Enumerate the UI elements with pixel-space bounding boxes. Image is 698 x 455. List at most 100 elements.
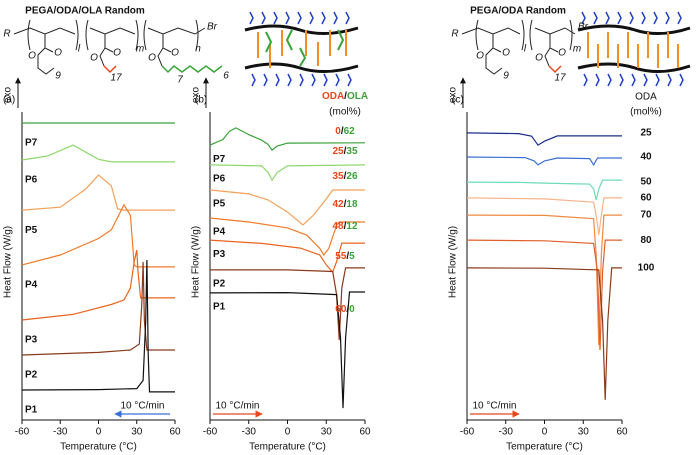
x-tick-label: 60	[169, 427, 181, 438]
exo-label: exo	[3, 87, 14, 104]
x-tick-label: 0	[542, 427, 548, 438]
scheme-structures	[13, 19, 576, 75]
x-tick-label: -30	[53, 427, 68, 438]
scheme-label: O	[535, 53, 543, 64]
scheme-label: O	[476, 51, 484, 62]
panel-label: (b)	[195, 95, 207, 106]
curve	[466, 239, 622, 351]
scheme-label: 9	[503, 71, 509, 82]
series-label: P3	[25, 335, 38, 346]
scheme-label: m	[136, 44, 144, 55]
panel-label: (a)	[3, 95, 15, 106]
sep: /	[344, 199, 347, 210]
exo-label: exo	[448, 87, 459, 104]
scheme-label: O	[171, 48, 179, 59]
curve	[210, 267, 365, 341]
x-tick-label: -60	[203, 427, 218, 438]
exo-label: exo	[191, 87, 202, 104]
scheme-label: 17	[554, 73, 566, 84]
curve	[209, 164, 366, 182]
curve	[21, 249, 175, 321]
composition-row: 35/26	[332, 171, 357, 182]
curve	[209, 217, 365, 257]
rate-label: 10 °C/min	[472, 401, 516, 412]
curve	[21, 144, 175, 163]
scheme-label: Br	[578, 22, 589, 33]
scheme-label: O	[558, 48, 566, 59]
curve	[209, 127, 366, 151]
scheme-title: PEGA/ODA/OLA Random	[25, 6, 145, 17]
rate-label: 10 °C/min	[120, 401, 164, 412]
composition-unit: (mol%)	[329, 107, 361, 118]
x-axis-label: Temperature (°C)	[249, 442, 326, 453]
curve	[209, 239, 365, 274]
ola-value: 18	[346, 199, 358, 210]
x-tick-label: 60	[616, 427, 628, 438]
x-tick-label: 0	[285, 427, 291, 438]
series-label: P4	[213, 227, 226, 238]
series-label: P5	[213, 199, 226, 210]
oda-value: 60	[335, 304, 347, 315]
series-label: P3	[213, 249, 226, 260]
scheme-label: O	[148, 53, 156, 64]
cartoon-right	[577, 11, 691, 87]
scheme-label: R	[3, 29, 10, 40]
sep: /	[344, 171, 347, 182]
ola-value: 62	[344, 126, 356, 137]
composition-row: 48/12	[332, 221, 357, 232]
ola-value: 12	[346, 221, 358, 232]
curve	[466, 179, 622, 201]
y-axis-label: Heat Flow (W/g)	[3, 226, 14, 298]
y-axis-label: Heat Flow (W/g)	[448, 226, 459, 298]
curve	[209, 291, 365, 409]
scheme-label: O	[28, 51, 36, 62]
composition-row: 42/18	[332, 199, 357, 210]
composition-row: 55/5	[335, 250, 355, 261]
scheme-label: Br	[207, 22, 218, 33]
x-tick-label: 30	[131, 427, 143, 438]
scheme-label: l	[78, 44, 81, 55]
series-label: P4	[25, 280, 38, 291]
sep: /	[344, 221, 347, 232]
series-label: P6	[213, 174, 226, 185]
legend-title: ODA	[635, 92, 657, 103]
oda-value: 35	[332, 171, 344, 182]
panel-label: (c)	[452, 95, 464, 106]
x-tick-label: 60	[359, 427, 371, 438]
composition-row: 60/0	[335, 304, 355, 315]
ola-value: 0	[349, 304, 355, 315]
series-label: 70	[640, 210, 652, 221]
scheme-title: PEGA/ODA Random	[470, 6, 566, 17]
x-tick-label: -60	[460, 427, 475, 438]
ola-value: 35	[346, 146, 358, 157]
ola-header: OLA	[347, 91, 368, 102]
scheme-label: 6	[223, 71, 229, 82]
scheme-label: O	[113, 48, 121, 59]
sep: /	[346, 304, 349, 315]
series-label: P2	[213, 278, 226, 289]
curve	[21, 174, 175, 211]
series-label: P5	[25, 225, 38, 236]
scheme-label: R	[451, 29, 458, 40]
sep: /	[344, 146, 347, 157]
scheme-label: 9	[55, 71, 61, 82]
curve	[21, 203, 175, 268]
series-label: P7	[213, 154, 226, 165]
series-label: 100	[638, 263, 655, 274]
scheme-label: O	[90, 53, 98, 64]
cartoon-left	[244, 11, 359, 87]
composition-row: 25/35	[332, 146, 357, 157]
oda-value: 55	[335, 250, 347, 261]
composition-row: 0/62	[335, 126, 355, 137]
ola-value: 26	[346, 171, 358, 182]
series-label: P1	[25, 405, 38, 416]
rate-label: 10 °C/min	[215, 401, 259, 412]
composition-header: ODA/OLA	[322, 91, 368, 102]
x-tick-label: 30	[578, 427, 590, 438]
curve	[466, 267, 622, 400]
curve	[466, 214, 622, 346]
curve	[466, 156, 622, 167]
ola-value: 5	[349, 250, 355, 261]
y-axis-label: Heat Flow (W/g)	[191, 226, 202, 298]
